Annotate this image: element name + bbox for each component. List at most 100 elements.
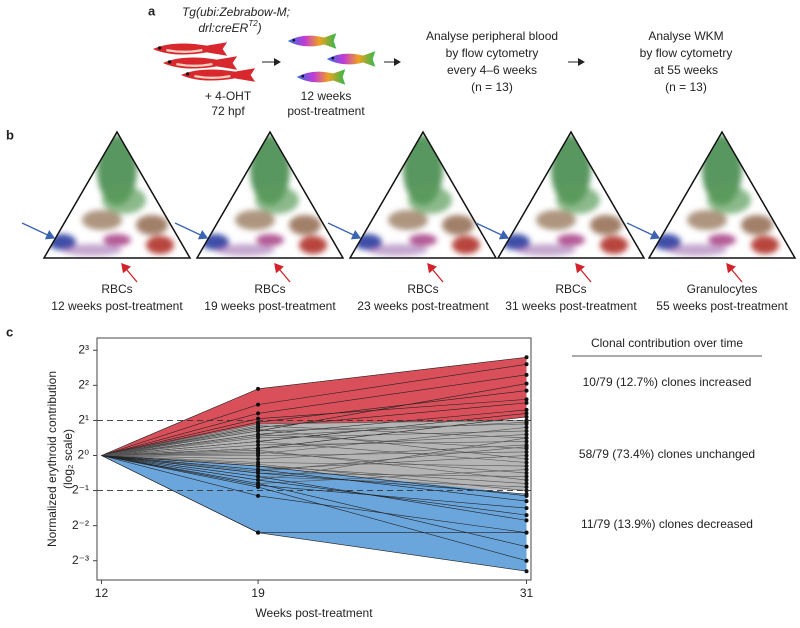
- clone-point: [524, 471, 529, 476]
- plot-caption: 19 weeks post-treatment: [204, 299, 336, 313]
- y-tick-label: 2⁻²: [72, 518, 89, 532]
- group-area: [101, 357, 527, 456]
- summary-text: 10/79 (12.7%) clones increased: [583, 375, 752, 389]
- clone-point: [256, 416, 261, 421]
- blue-arrow: [475, 222, 510, 240]
- clone-point: [524, 432, 529, 437]
- treatment: 72 hpf: [211, 104, 245, 118]
- step-text: (n = 13): [471, 80, 513, 94]
- clone-point: [524, 414, 529, 419]
- clone-point: [524, 558, 529, 563]
- y-tick-label: 2¹: [78, 413, 89, 427]
- clone-point: [524, 474, 529, 479]
- clone-point: [256, 493, 261, 498]
- clone-point: [524, 428, 529, 433]
- ternary-plot: [649, 132, 795, 258]
- blue-arrow: [626, 222, 661, 240]
- genotype: drl:creERT2): [198, 19, 261, 35]
- step-text: (n = 13): [665, 80, 707, 94]
- clone-point: [256, 402, 261, 407]
- plot-caption: RBCs: [407, 282, 438, 296]
- blue-arrow: [174, 222, 209, 240]
- clone-point: [256, 451, 261, 456]
- clone-point: [256, 448, 261, 453]
- x-tick-label: 31: [520, 586, 534, 600]
- clone-point: [256, 442, 261, 447]
- y-tick-label: 2³: [78, 342, 89, 356]
- genotype-part: ): [256, 21, 262, 35]
- clone-point: [524, 569, 529, 574]
- genotype: Tg(ubi:Zebrabow-M;: [182, 5, 290, 19]
- clone-point: [524, 388, 529, 393]
- clone-point: [524, 530, 529, 535]
- clone-point: [524, 518, 529, 523]
- step-text: at 55 weeks: [654, 63, 718, 77]
- clone-point: [524, 397, 529, 402]
- time-point: 12 weeks: [301, 89, 352, 103]
- y-tick-label: 2⁰: [78, 448, 90, 462]
- step-text: Analyse WKM: [648, 29, 723, 43]
- fish-icon: [161, 55, 239, 71]
- clone-point: [524, 407, 529, 412]
- clone-point: [256, 530, 261, 535]
- clone-point: [256, 467, 261, 472]
- clone-point: [256, 457, 261, 461]
- clone-point: [524, 381, 529, 386]
- x-axis-label: Weeks post-treatment: [255, 606, 373, 620]
- clone-point: [256, 439, 261, 444]
- plot-caption: 55 weeks post-treatment: [656, 299, 788, 313]
- group-area: [101, 455, 527, 572]
- clone-point: [256, 481, 261, 486]
- ternary-plot: [350, 132, 496, 258]
- ternary-plot: [498, 132, 644, 258]
- panel-label: a: [148, 3, 156, 18]
- y-axis-label: Normalized erythroid contribution: [45, 371, 59, 547]
- red-arrow: [427, 263, 444, 283]
- y-tick-label: 2⁻¹: [72, 483, 89, 497]
- red-arrow: [726, 263, 743, 283]
- fish-icon: [326, 51, 376, 67]
- step-text: Analyse peripheral blood: [426, 29, 558, 43]
- clone-point: [524, 478, 529, 483]
- y-tick-label: 2²: [78, 378, 89, 392]
- step-text: by flow cytometry: [446, 46, 539, 60]
- panel-label: b: [6, 127, 14, 142]
- clone-point: [524, 372, 529, 377]
- plot-caption: 23 weeks post-treatment: [357, 299, 489, 313]
- clone-point: [524, 488, 529, 493]
- treatment: + 4-OHT: [205, 89, 252, 103]
- clone-point: [256, 478, 261, 483]
- panel-label: c: [6, 324, 13, 339]
- fish-icon: [296, 69, 346, 85]
- blue-arrow: [21, 222, 56, 240]
- clone-point: [524, 499, 529, 504]
- clone-point: [524, 467, 529, 472]
- clone-point: [524, 355, 529, 360]
- clone-point: [256, 474, 261, 479]
- clone-point: [524, 400, 529, 405]
- clone-point: [524, 411, 529, 416]
- clone-point: [524, 453, 529, 458]
- plot-caption: 12 weeks post-treatment: [51, 299, 183, 313]
- red-arrow: [575, 263, 592, 283]
- clone-point: [524, 492, 529, 497]
- genotype-part: drl:creER: [198, 21, 248, 35]
- clone-point: [524, 420, 529, 425]
- y-axis-label: (log₂ scale): [61, 429, 75, 489]
- clone-point: [524, 506, 529, 511]
- clone-point: [256, 485, 261, 490]
- clone-point: [524, 464, 529, 469]
- step-text: by flow cytometry: [640, 46, 733, 60]
- plot-caption: RBCs: [555, 282, 586, 296]
- clone-point: [256, 471, 261, 476]
- red-arrow: [121, 263, 138, 283]
- clone-point: [524, 481, 529, 486]
- clone-point: [524, 362, 529, 367]
- clone-point: [524, 449, 529, 454]
- x-tick-label: 12: [95, 586, 109, 600]
- plot-caption: RBCs: [101, 282, 132, 296]
- y-tick-label: 2⁻³: [72, 553, 89, 567]
- clone-point: [524, 435, 529, 440]
- clone-point: [256, 423, 261, 428]
- plot-frame: [96, 337, 532, 581]
